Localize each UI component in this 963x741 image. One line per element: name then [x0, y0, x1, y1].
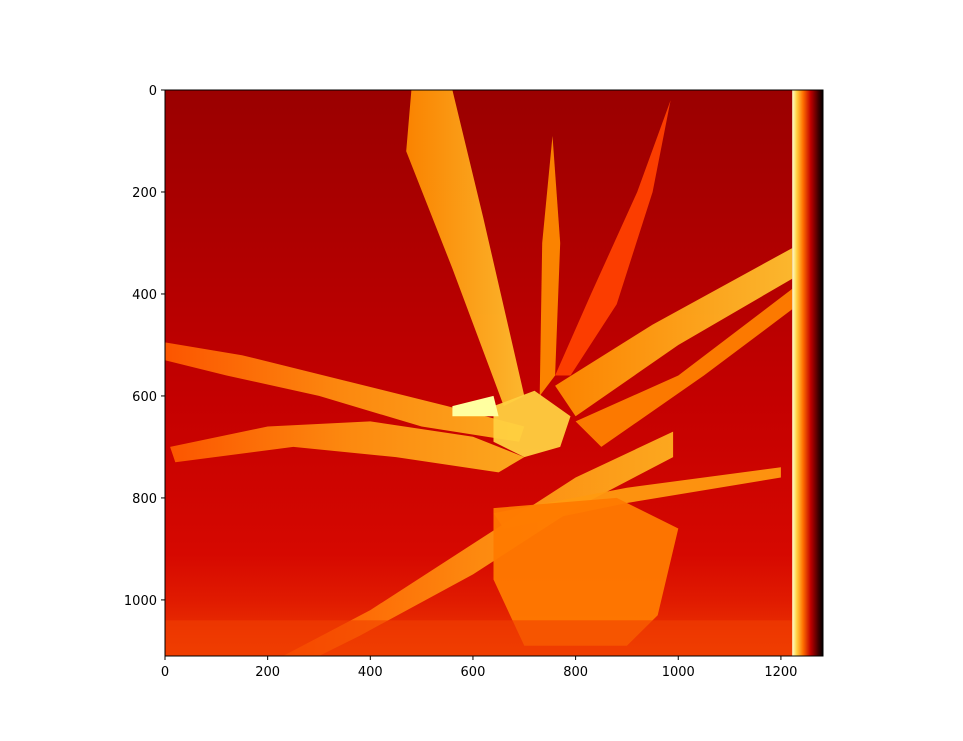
- plot-area: [165, 90, 823, 656]
- floor-band: [165, 620, 793, 656]
- leaf-right-upper: [555, 248, 793, 417]
- leaf-left-lower: [170, 421, 525, 473]
- leaf-lower-diagonal: [283, 431, 674, 656]
- x-tick-label-200: 200: [255, 665, 280, 680]
- right-edge-gradient-strip: [792, 90, 823, 656]
- pot: [493, 497, 679, 646]
- leaf-top-center: [406, 90, 525, 407]
- x-tick-label-1000: 1000: [662, 665, 695, 680]
- y-tick-label-800: 800: [132, 492, 157, 507]
- plot-frame: [164, 89, 824, 657]
- x-tick-label-400: 400: [358, 665, 383, 680]
- y-tick-label-1000: 1000: [124, 594, 157, 609]
- y-axis: 0 200 400 600 800 1000: [124, 84, 165, 609]
- highlight-center: [452, 395, 499, 417]
- x-tick-label-800: 800: [563, 665, 588, 680]
- plant-center: [493, 390, 571, 458]
- x-axis: 0 200 400 600 800 1000 1200: [161, 656, 797, 680]
- leaf-top-thin: [539, 135, 561, 396]
- y-tick-label-200: 200: [132, 186, 157, 201]
- x-tick-label-600: 600: [461, 665, 486, 680]
- x-tick-label-0: 0: [161, 665, 169, 680]
- leaf-left-upper: [165, 342, 525, 442]
- y-tick-label-600: 600: [132, 390, 157, 405]
- y-tick-label-400: 400: [132, 288, 157, 303]
- x-tick-label-1200: 1200: [764, 665, 797, 680]
- depth-map-image: [165, 90, 793, 656]
- y-tick-label-0: 0: [149, 84, 157, 99]
- leaf-right-middle: [575, 288, 793, 447]
